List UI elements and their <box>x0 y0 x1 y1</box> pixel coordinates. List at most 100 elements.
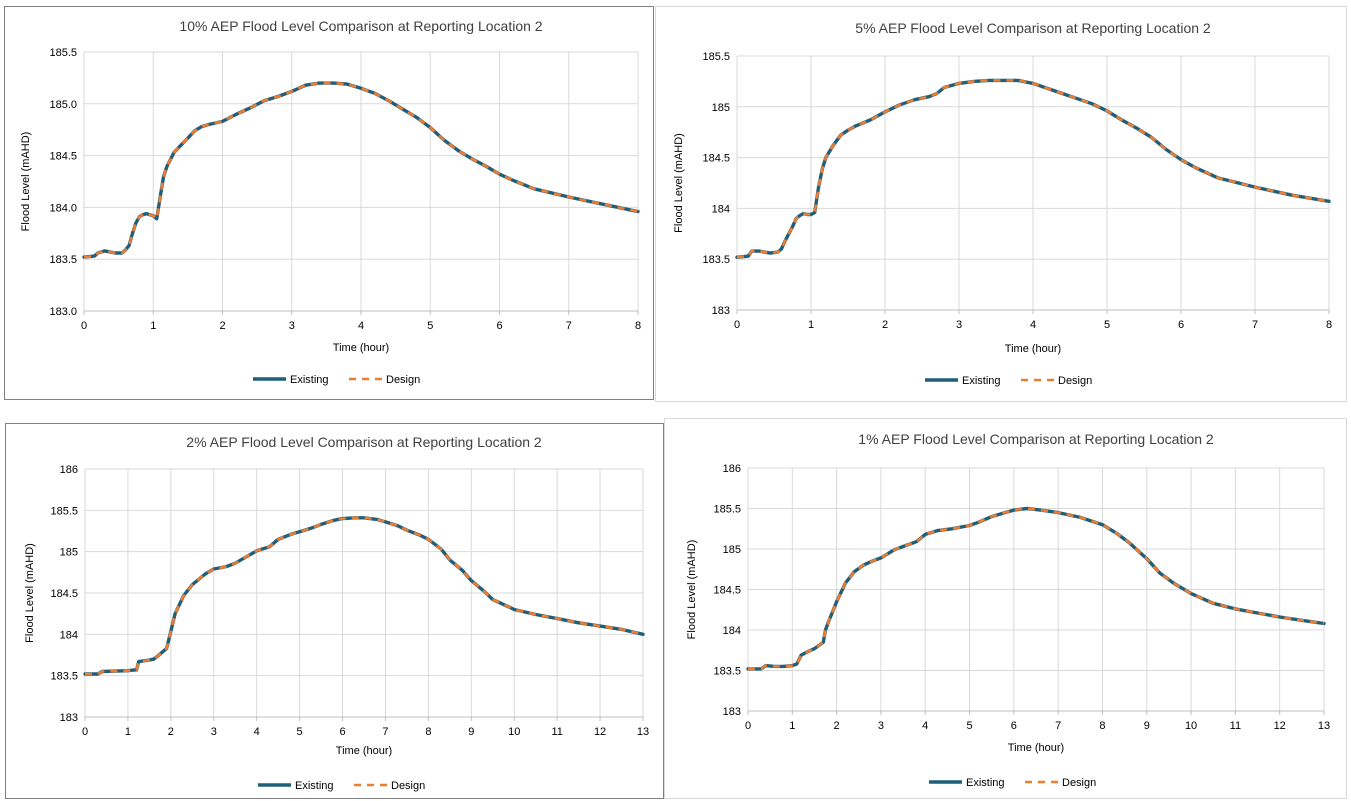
x-tick-label: 8 <box>1326 319 1332 331</box>
x-tick-label: 2 <box>168 726 174 738</box>
series-line-design <box>748 507 1325 671</box>
x-axis-label: Time (hour) <box>336 745 392 757</box>
legend-label-design: Design <box>1062 777 1096 789</box>
x-tick-label: 5 <box>1104 319 1110 331</box>
chart-panel-10pct-aep: 10% AEP Flood Level Comparison at Report… <box>4 6 654 400</box>
legend-label-existing: Existing <box>295 780 334 792</box>
x-tick-label: 5 <box>297 726 303 738</box>
legend-label-existing: Existing <box>290 374 329 386</box>
x-tick-label: 4 <box>1030 319 1036 331</box>
chart-svg-1pct-aep: 1% AEP Flood Level Comparison at Reporti… <box>686 431 1330 789</box>
y-tick-label: 184 <box>712 203 730 215</box>
series-line-existing <box>83 516 645 676</box>
y-tick-label: 184.5 <box>50 588 78 600</box>
x-axis-label: Time (hour) <box>1008 742 1064 754</box>
y-tick-label: 185 <box>712 102 730 114</box>
y-tick-label: 185.5 <box>50 505 78 517</box>
x-tick-label: 8 <box>425 726 431 738</box>
y-axis-label: Flood Level (mAHD) <box>673 133 685 233</box>
y-tick-label: 184.5 <box>713 585 741 597</box>
y-tick-label: 185.0 <box>49 99 77 111</box>
x-tick-label: 11 <box>551 726 562 738</box>
y-tick-label: 183.0 <box>49 306 77 318</box>
x-tick-label: 2 <box>219 320 225 332</box>
series-line-existing <box>746 506 1326 671</box>
y-tick-label: 184 <box>723 625 741 637</box>
x-axis-label: Time (hour) <box>333 342 389 354</box>
x-tick-label: 3 <box>878 720 884 732</box>
chart-title: 10% AEP Flood Level Comparison at Report… <box>179 18 542 34</box>
legend-label-existing: Existing <box>962 375 1001 387</box>
y-tick-label: 185.5 <box>49 47 77 59</box>
legend-label-design: Design <box>391 780 425 792</box>
x-tick-label: 6 <box>1011 720 1017 732</box>
series-line-design <box>85 516 644 676</box>
x-tick-label: 1 <box>125 726 131 738</box>
legend-label-existing: Existing <box>966 777 1005 789</box>
series-line-design <box>736 79 1330 259</box>
x-tick-label: 0 <box>82 726 88 738</box>
x-tick-label: 0 <box>81 320 87 332</box>
x-tick-label: 7 <box>566 320 572 332</box>
chart-title: 1% AEP Flood Level Comparison at Reporti… <box>858 431 1214 447</box>
chart-svg-10pct-aep: 10% AEP Flood Level Comparison at Report… <box>20 18 641 386</box>
chart-title: 2% AEP Flood Level Comparison at Reporti… <box>186 434 542 450</box>
chart-legend: Existing Design <box>253 374 420 386</box>
x-tick-label: 6 <box>1178 319 1184 331</box>
x-tick-label: 8 <box>635 320 641 332</box>
y-tick-label: 183.5 <box>713 666 741 678</box>
y-axis-label: Flood Level (mAHD) <box>24 543 36 643</box>
y-tick-label: 184.5 <box>702 153 730 165</box>
x-tick-label: 10 <box>1185 720 1197 732</box>
y-tick-label: 186 <box>60 464 78 476</box>
x-tick-label: 3 <box>211 726 217 738</box>
y-tick-label: 183 <box>60 712 78 724</box>
chart-panel-5pct-aep: 5% AEP Flood Level Comparison at Reporti… <box>655 6 1347 402</box>
x-tick-label: 4 <box>254 726 260 738</box>
y-tick-label: 183.5 <box>50 671 78 683</box>
x-tick-label: 1 <box>808 319 814 331</box>
x-tick-label: 3 <box>289 320 295 332</box>
chart-title: 5% AEP Flood Level Comparison at Reporti… <box>855 20 1211 36</box>
y-tick-label: 183 <box>712 305 730 317</box>
y-tick-label: 183.5 <box>702 254 730 266</box>
y-tick-label: 184.0 <box>49 202 77 214</box>
y-tick-label: 185.5 <box>702 51 730 63</box>
y-tick-label: 184 <box>60 629 78 641</box>
chart-legend: Existing Design <box>929 777 1096 789</box>
x-tick-label: 10 <box>508 726 520 738</box>
x-tick-label: 7 <box>1252 319 1258 331</box>
y-tick-label: 183 <box>723 706 741 718</box>
y-tick-label: 185 <box>723 544 741 556</box>
legend-label-design: Design <box>386 374 420 386</box>
x-tick-label: 8 <box>1099 720 1105 732</box>
chart-legend: Existing Design <box>258 780 425 792</box>
x-tick-label: 1 <box>150 320 156 332</box>
y-tick-label: 185.5 <box>713 504 741 516</box>
x-tick-label: 0 <box>734 319 740 331</box>
x-tick-label: 6 <box>339 726 345 738</box>
x-tick-label: 7 <box>1055 720 1061 732</box>
x-tick-label: 3 <box>956 319 962 331</box>
x-tick-label: 11 <box>1230 720 1241 732</box>
x-tick-label: 1 <box>789 720 795 732</box>
y-tick-label: 186 <box>723 463 741 475</box>
x-tick-label: 12 <box>1274 720 1286 732</box>
chart-panel-2pct-aep: 2% AEP Flood Level Comparison at Reporti… <box>5 423 664 799</box>
y-tick-label: 185 <box>60 547 78 559</box>
y-axis-label: Flood Level (mAHD) <box>20 132 32 232</box>
x-tick-label: 13 <box>637 726 649 738</box>
x-tick-label: 9 <box>468 726 474 738</box>
y-axis-label: Flood Level (mAHD) <box>686 540 698 640</box>
legend-label-design: Design <box>1058 375 1092 387</box>
x-tick-label: 4 <box>922 720 928 732</box>
x-tick-label: 0 <box>745 720 751 732</box>
x-tick-label: 13 <box>1318 720 1330 732</box>
chart-svg-2pct-aep: 2% AEP Flood Level Comparison at Reporti… <box>24 434 649 792</box>
y-tick-label: 183.5 <box>49 254 77 266</box>
chart-panel-1pct-aep: 1% AEP Flood Level Comparison at Reporti… <box>664 418 1347 799</box>
x-tick-label: 2 <box>882 319 888 331</box>
x-tick-label: 2 <box>834 720 840 732</box>
x-tick-label: 5 <box>427 320 433 332</box>
x-tick-label: 6 <box>496 320 502 332</box>
